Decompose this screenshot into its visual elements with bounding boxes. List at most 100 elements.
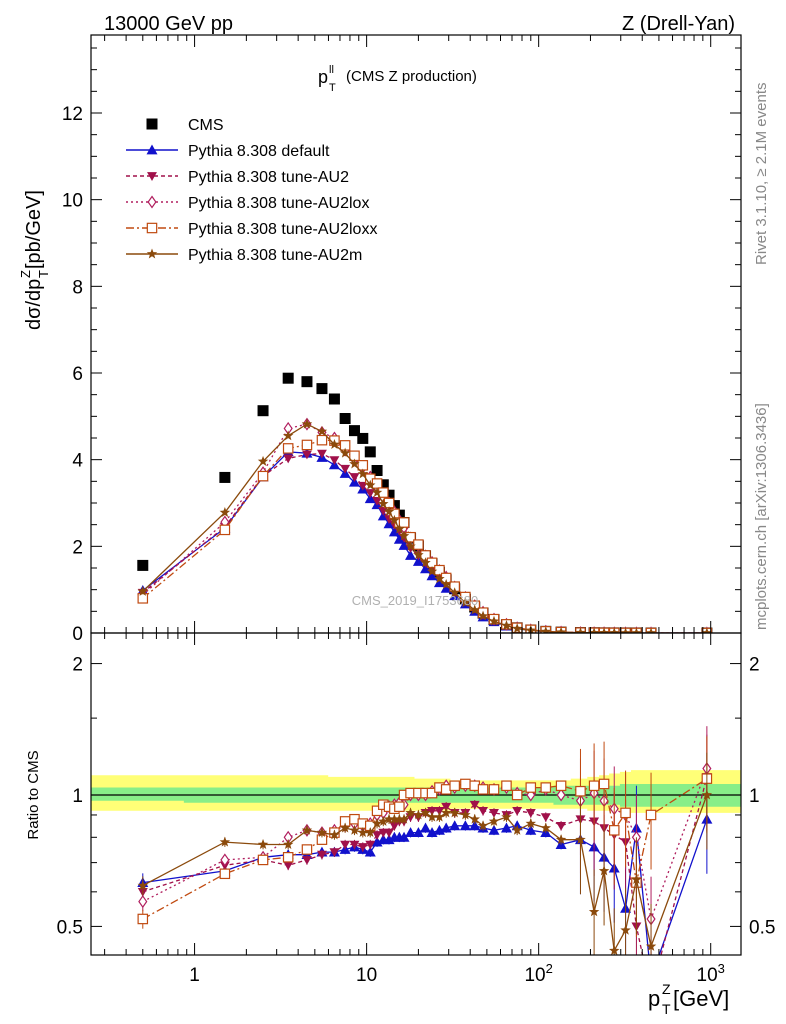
point-main-5-7 [339,447,351,458]
point-ratio-2-1 [220,853,230,867]
point-main-5-35 [598,627,610,633]
point-ratio-0-23 [449,820,461,831]
ylabel-main-sub: T [36,270,51,278]
point-main-5-15 [394,523,405,534]
point-ratio-1-20 [427,806,437,816]
point-ratio-4-3 [282,839,294,849]
point-ratio-4-2 [257,839,269,849]
point-ratio-4-6 [329,829,340,840]
main-plot-area: 0 2 4 6 8 10 12 [62,34,742,645]
point-main-5-19 [420,557,431,568]
plot-title-sup: ll [329,64,334,76]
mcplots-label: mcplots.cern.ch [arXiv:1306.3436] [753,403,770,630]
ratio-frame [90,632,742,956]
point-ratio-4-18 [413,809,424,820]
point-main-5-8 [349,458,360,469]
ylabel-main-text: dσ/dp [23,279,45,330]
xlabel-p: p [648,986,660,1011]
point-main-4-3 [282,443,294,454]
legend-label-1: Pythia 8.308 default [188,143,330,160]
point-ratio-4-17 [405,807,416,818]
ylabel-main-sup: Z [18,270,33,278]
point-main-5-25 [469,604,480,615]
point-ratio-4-27 [488,815,500,826]
point-ratio-4-36 [609,945,620,955]
point-main-5-38 [631,627,642,633]
point-ratio-4-16 [398,813,410,824]
point-ratio-3-29 [511,789,523,801]
point-ratio-3-27 [488,784,500,795]
point-ratio-2-32 [556,788,566,802]
legend-label-3: Pythia 8.308 tune-AU2lox [188,195,369,212]
point-ratio-4-13 [383,813,395,824]
point-main-0-0 [137,559,149,571]
point-ratio-4-4 [301,824,313,835]
point-ratio-4-28 [501,811,512,822]
point-main-5-21 [434,573,445,584]
point-main-4-16 [398,517,410,528]
point-main-0-3 [282,372,294,384]
point-ratio-4-25 [469,813,480,824]
point-main-1-15 [393,533,405,544]
ytick-main-label: 4 [72,451,83,472]
plot-title-sub: T [329,82,336,94]
point-ratio-3-35 [598,778,610,790]
point-main-5-6 [329,439,340,449]
point-ratio-1-13 [384,828,394,838]
point-ratio-3-3 [282,851,294,863]
point-main-5-14 [389,514,400,525]
point-ratio-1-27 [489,809,499,818]
point-ratio-4-14 [389,813,400,824]
point-main-5-36 [609,627,620,633]
point-ratio-1-25 [469,800,480,810]
point-ratio-3-32 [555,780,567,792]
point-main-5-34 [588,627,600,633]
main-data [137,372,713,633]
ratio-series-2 [138,726,712,955]
y-axis-label-main: dσ/dp Z T [pb/GeV] [18,190,51,330]
point-ratio-0-16 [398,831,410,842]
point-ratio-4-23 [449,807,460,818]
point-ratio-4-1 [219,836,231,847]
point-main-0-13 [383,489,395,501]
point-ratio-4-9 [357,827,369,838]
point-main-1-18 [412,556,424,566]
legend-item-1: Pythia 8.308 default [126,143,330,160]
point-main-1-10 [364,493,376,504]
ytick-ratio-label-right: 2 [749,655,760,676]
point-ratio-4-12 [378,815,389,826]
point-main-2-3 [283,454,294,464]
point-ratio-4-35 [598,865,610,876]
point-ratio-0-22 [440,822,452,833]
point-ratio-1-29 [512,806,523,816]
point-main-1-17 [405,549,417,560]
point-ratio-1-6 [329,848,340,858]
point-main-2-7 [340,464,351,474]
legend-marker-2 [147,172,157,181]
point-ratio-0-17 [405,827,417,838]
point-main-5-16 [398,530,410,541]
point-ratio-1-21 [434,806,445,816]
ytick-main-label: 6 [72,364,83,385]
point-main-2-8 [349,473,360,482]
point-ratio-4-31 [540,822,552,833]
point-main-5-33 [575,627,586,633]
point-ratio-1-22 [441,802,452,812]
point-main-5-5 [316,426,328,436]
legend-item-4: Pythia 8.308 tune-AU2loxx [126,221,377,238]
point-main-5-10 [365,479,376,490]
point-main-1-14 [388,526,400,537]
point-ratio-4-34 [588,906,600,917]
ratio-data [91,726,741,955]
point-ratio-4-38 [631,874,642,885]
legend-marker-1 [146,144,158,155]
point-ratio-4-33 [575,834,586,845]
plot-title-rest: (CMS Z production) [346,68,477,85]
point-ratio-1-10 [365,840,376,850]
point-ratio-1-4 [302,856,312,865]
point-ratio-4-40 [701,789,713,800]
point-ratio-3-39 [645,809,657,821]
point-main-4-5 [316,434,328,446]
point-ratio-4-22 [440,807,452,818]
point-ratio-3-37 [620,807,631,819]
